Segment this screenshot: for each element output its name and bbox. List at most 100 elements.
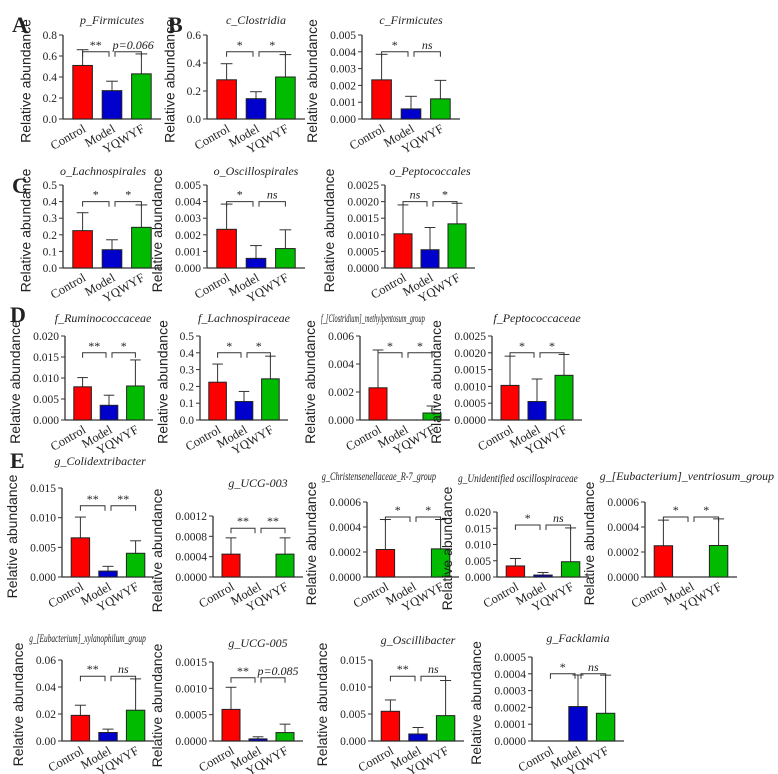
significance-bracket — [111, 352, 136, 358]
y-tick-label: 0.2 — [187, 86, 202, 98]
significance-label: * — [237, 188, 243, 202]
y-tick-label: 0.3 — [43, 213, 58, 225]
significance-label: ** — [237, 664, 249, 678]
bar-YQWYF — [131, 226, 152, 269]
significance-label: ns — [553, 511, 564, 525]
y-axis-label: Relative abundance — [17, 168, 33, 292]
significance-label: p=0.085 — [256, 664, 298, 678]
y-tick-label: 0.0020 — [347, 197, 379, 209]
bar-YQWYF — [131, 73, 152, 120]
y-tick-label: 0.010 — [33, 373, 59, 385]
significance-label: * — [125, 188, 131, 202]
bar-Control — [216, 228, 237, 269]
significance-label: ns — [428, 662, 439, 676]
panel-title: f_Lachnospiraceae — [198, 311, 291, 325]
bar-Control — [72, 64, 93, 120]
significance-bracket — [432, 201, 458, 207]
bar-Control — [505, 565, 526, 578]
significance-bracket — [82, 352, 107, 358]
y-tick-label: 0.2 — [43, 93, 58, 105]
y-tick-label: 0.0 — [187, 114, 202, 126]
y-tick-label: 0.06 — [36, 655, 56, 667]
bar-Control — [70, 714, 91, 742]
bar-YQWYF — [708, 545, 729, 578]
y-tick-label: 0.0010 — [347, 230, 379, 242]
significance-label: * — [525, 511, 531, 525]
y-tick-label: 0.001 — [175, 246, 201, 258]
significance-bracket — [79, 505, 106, 511]
y-tick-label: 0.000 — [465, 572, 491, 584]
y-tick-label: 0.0004 — [494, 669, 526, 681]
y-tick-label: 0.1 — [43, 246, 58, 258]
significance-label: ns — [410, 188, 421, 202]
bar-Control — [73, 386, 92, 421]
bar-Control — [368, 387, 388, 421]
y-tick-label: 0.0010 — [175, 683, 207, 695]
bar-Control — [393, 233, 413, 269]
y-tick-label: 0.001 — [330, 97, 356, 109]
bar-YQWYF — [560, 561, 581, 578]
y-tick-label: 0.002 — [175, 230, 201, 242]
y-axis-label: Relative abundance — [314, 642, 330, 766]
y-tick-label: 0.0002 — [329, 547, 361, 559]
panel-letter: A — [12, 12, 28, 37]
bar-Control — [70, 537, 91, 578]
y-tick-label: 0.02 — [36, 709, 56, 721]
bar-Control — [216, 79, 237, 120]
y-tick-label: 0.4 — [43, 197, 58, 209]
bar-Control — [72, 230, 93, 269]
panel-title: o_Lachnospirales — [60, 164, 146, 178]
y-tick-label: 0.00 — [36, 736, 56, 748]
bar-YQWYF — [430, 548, 451, 578]
significance-bracket — [413, 51, 441, 57]
significance-label: ns — [422, 38, 433, 52]
y-axis-label: Relative abundance — [302, 320, 318, 444]
significance-bracket — [260, 527, 286, 534]
bar-Control — [375, 549, 396, 578]
significance-label: ns — [267, 188, 278, 202]
y-axis-label: Relative abundance — [439, 486, 455, 610]
y-tick-label: 0.0015 — [454, 365, 486, 377]
panel-title: g_UCG-003 — [228, 476, 287, 490]
y-tick-label: 0.004 — [330, 47, 356, 59]
bar-Model — [101, 249, 123, 269]
y-tick-label: 0.4 — [180, 348, 195, 360]
significance-bracket — [226, 201, 254, 207]
bar-Model — [234, 401, 254, 421]
panel-g_Facklamia: g_Facklamia 0.0000 0.0001 0.0002 0.0003 0.000… — [468, 631, 624, 774]
significance-label: ** — [267, 514, 279, 528]
y-tick-label: 0.0002 — [607, 547, 639, 559]
y-axis-label: Relative abundance — [321, 168, 337, 292]
y-tick-label: 0.003 — [175, 213, 201, 225]
bar-YQWYF — [125, 552, 146, 578]
y-axis-label: Relative abundance — [161, 19, 177, 143]
bar-Model — [248, 738, 268, 742]
significance-label: * — [442, 188, 448, 202]
y-tick-label: 0.020 — [33, 331, 59, 343]
bar-Model — [99, 404, 119, 421]
panel-title: g_Unidentified oscillospiraceae — [458, 471, 578, 485]
bar-Model — [400, 108, 422, 120]
significance-bracket — [545, 524, 572, 530]
significance-bracket — [82, 51, 110, 57]
bar-Model — [98, 731, 118, 742]
y-tick-label: 0.2 — [180, 381, 195, 393]
y-tick-label: 0.010 — [465, 540, 491, 552]
significance-bracket — [384, 516, 411, 522]
significance-bracket — [230, 527, 256, 534]
y-tick-label: 0.0000 — [607, 572, 639, 584]
panel-o_Peptococcales: o_Peptococcales 0.0000 0.0005 0.0010 0.0015 0… — [321, 164, 475, 306]
y-tick-label: 0.003 — [330, 64, 356, 76]
y-tick-label: 0.0006 — [329, 497, 361, 509]
y-tick-label: 0.0005 — [175, 710, 207, 722]
significance-label: * — [93, 188, 99, 202]
significance-label: ns — [118, 662, 129, 676]
significance-label: ** — [117, 492, 129, 506]
y-tick-label: 0.005 — [330, 30, 356, 42]
y-tick-label: 0.6 — [187, 30, 202, 42]
significance-bracket — [377, 352, 403, 358]
bar-YQWYF — [447, 223, 467, 269]
